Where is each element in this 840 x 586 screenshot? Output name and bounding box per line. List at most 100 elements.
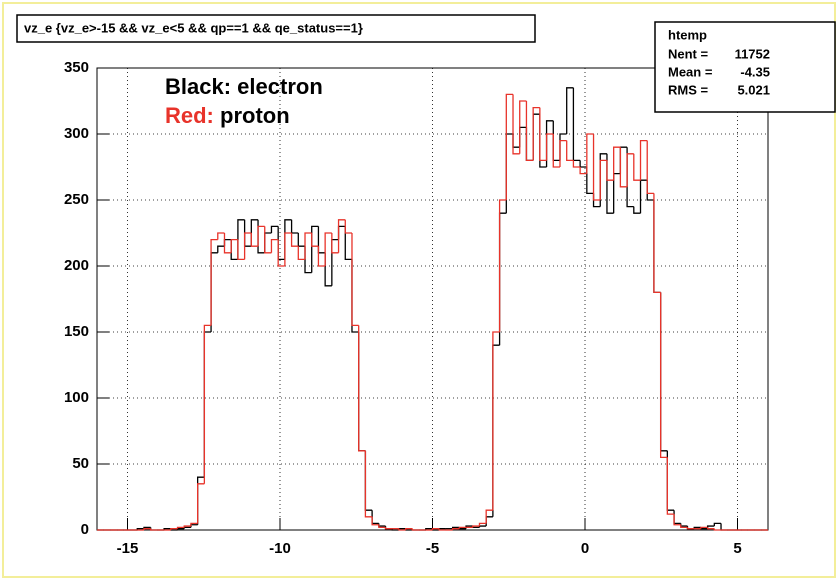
chart-title: vz_e {vz_e>-15 && vz_e<5 && qp==1 && qe_… — [24, 20, 363, 35]
histogram-bin — [653, 193, 661, 294]
legend-name: electron — [237, 74, 323, 99]
stats-value: 5.021 — [737, 82, 770, 97]
y-tick-label: 200 — [64, 257, 89, 274]
histogram-bin — [337, 219, 346, 253]
histogram-bin — [626, 153, 634, 187]
histogram-bin — [324, 232, 332, 266]
histogram-bin — [217, 232, 225, 240]
y-tick-label: 150 — [64, 323, 89, 340]
x-tick-label: -15 — [117, 540, 139, 557]
histogram-bin — [525, 101, 534, 162]
legend: Black: electron Red: proton — [165, 74, 323, 128]
histogram-bin — [458, 526, 467, 529]
histogram-bin — [203, 324, 212, 484]
histogram-bin — [599, 159, 607, 200]
histogram-bin — [176, 526, 185, 529]
histogram-bin — [277, 239, 285, 267]
histogram-bin — [713, 528, 722, 531]
histogram-bin — [659, 292, 668, 459]
histogram-bin — [270, 238, 279, 253]
histogram-bin — [478, 522, 487, 527]
histogram-bin — [586, 133, 594, 174]
x-tick-label: 0 — [581, 540, 589, 557]
histogram-bin — [384, 527, 393, 530]
histogram-bin — [492, 331, 500, 511]
histogram-bin — [686, 527, 695, 530]
histogram-bin — [264, 226, 272, 254]
y-tick-label: 100 — [64, 389, 89, 406]
histogram-bin — [586, 167, 594, 195]
histogram-bin — [344, 219, 352, 234]
histogram-bin — [552, 134, 560, 168]
histogram-bin — [230, 238, 238, 253]
legend-name: proton — [220, 103, 290, 128]
histogram-bin — [358, 325, 366, 452]
stats-label: Nent = — [668, 46, 709, 61]
histogram-bin — [190, 522, 198, 527]
stats-value: 11752 — [735, 46, 770, 61]
legend-entry: Red: proton — [165, 103, 290, 128]
histogram-bin — [290, 233, 299, 247]
histogram-bin — [566, 140, 574, 162]
histogram-bin — [378, 524, 386, 529]
histogram-bin — [223, 233, 232, 254]
stats-value: -4.35 — [740, 64, 770, 79]
x-tick-label: -5 — [426, 540, 439, 557]
histogram-bin — [505, 93, 514, 200]
histogram-bin — [566, 87, 574, 134]
histogram-bin — [364, 450, 373, 518]
histogram-bin — [592, 134, 601, 201]
histogram-bin — [519, 100, 527, 154]
histogram-bin — [398, 528, 406, 531]
histogram-bin — [351, 233, 359, 327]
series — [97, 93, 768, 531]
legend-marker-label: Black: — [165, 74, 231, 99]
histogram-bin — [680, 524, 688, 529]
histogram-bin — [706, 527, 715, 530]
histogram-bin — [545, 133, 554, 161]
y-tick-label: 350 — [64, 59, 89, 76]
histogram-bin — [331, 233, 339, 254]
histogram-bin — [633, 206, 641, 214]
histogram-bin — [572, 160, 581, 168]
histogram-bin — [270, 225, 279, 233]
stats-label: Mean = — [668, 64, 713, 79]
histogram-bin — [619, 147, 628, 188]
histogram-bin — [633, 153, 641, 181]
histogram-bin — [472, 525, 480, 528]
histogram-bin — [700, 526, 708, 529]
histogram-bin — [311, 233, 319, 247]
legend-entry: Black: electron — [165, 74, 323, 99]
histogram-bin — [197, 483, 205, 524]
histogram-bin — [250, 233, 259, 247]
histogram-bin — [371, 516, 379, 526]
histogram-bin — [237, 239, 245, 261]
stats-rows: Nent = 11752 Mean = -4.35 RMS = 5.021 — [668, 46, 770, 97]
histogram-bin — [311, 225, 319, 273]
y-tick-label: 0 — [81, 521, 89, 538]
histogram-bin — [539, 107, 547, 162]
histogram-bin — [411, 528, 420, 531]
histogram-bin — [485, 509, 493, 524]
histogram-bin — [150, 528, 158, 531]
histogram-bin — [405, 528, 413, 530]
histogram-bin — [304, 232, 312, 260]
histogram-bin — [243, 232, 252, 260]
stats-title: htemp — [668, 27, 707, 42]
histogram-bin — [512, 94, 520, 155]
histogram-bin — [431, 528, 440, 530]
histogram-bin — [646, 140, 654, 195]
histogram-bin — [639, 139, 648, 181]
x-tick-label: -10 — [269, 540, 291, 557]
histogram-bin — [257, 225, 265, 247]
histogram-bin — [666, 457, 675, 515]
histogram-bin — [559, 139, 567, 167]
y-tick-label: 300 — [64, 125, 89, 142]
histogram-bin — [438, 528, 446, 531]
histogram-bin — [613, 146, 621, 181]
histogram-bin — [183, 525, 191, 528]
histogram-bin — [170, 528, 178, 530]
stats-label: RMS = — [668, 82, 709, 97]
